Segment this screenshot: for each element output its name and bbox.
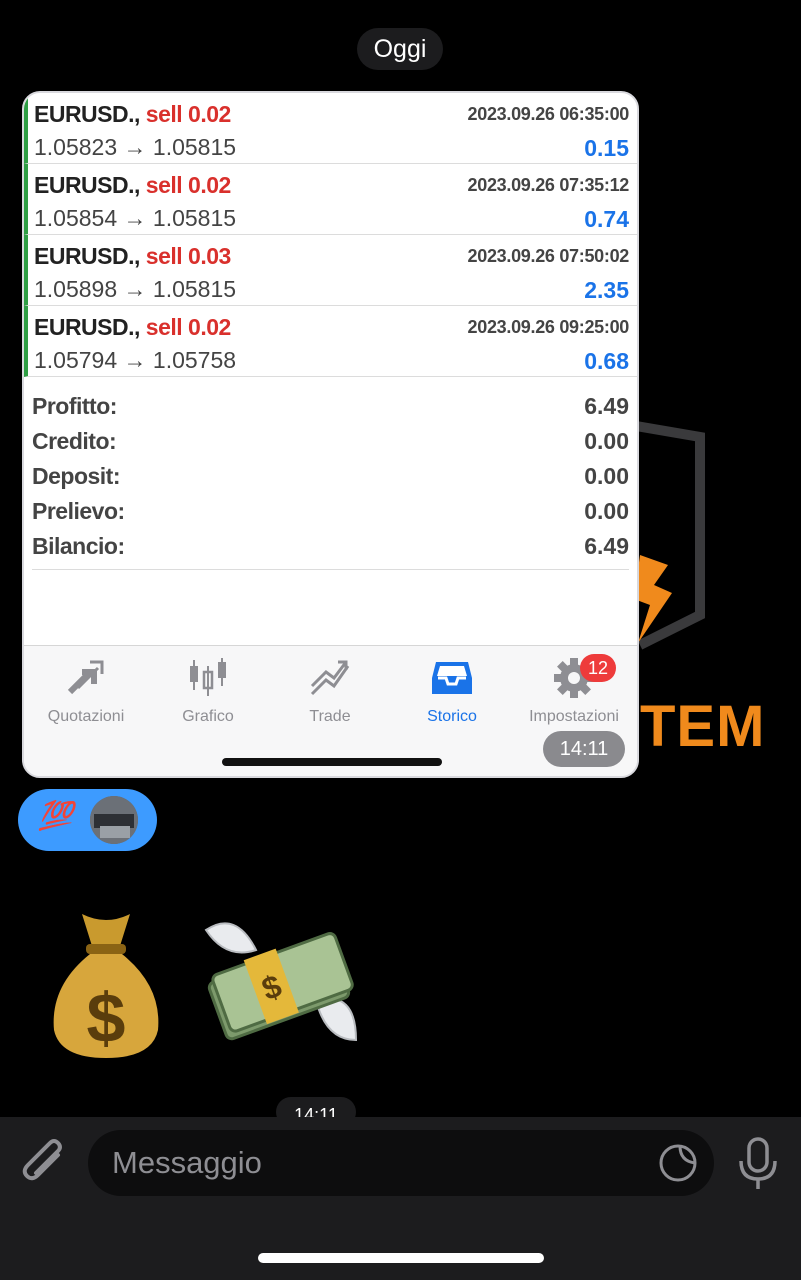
home-indicator bbox=[258, 1253, 544, 1263]
shield-logo-icon bbox=[629, 420, 705, 650]
trade-time: 2023.09.26 06:35:00 bbox=[467, 104, 630, 124]
tab-label: Grafico bbox=[182, 708, 234, 725]
message-composer: Messaggio bbox=[0, 1117, 801, 1280]
trade-symbol: EURUSD., sell 0.02 bbox=[34, 314, 231, 341]
message-input[interactable]: Messaggio bbox=[88, 1130, 714, 1196]
account-summary: Profitto: 6.49 Credito: 0.00 Deposit: 0.00 Pre… bbox=[24, 391, 637, 566]
background-brand-text: TEM bbox=[640, 694, 766, 759]
trade-prices: 1.05794 → 1.05758 bbox=[34, 347, 237, 373]
trade-history-screenshot[interactable]: EURUSD., sell 0.02 2023.09.26 06:35:00 1.0… bbox=[22, 91, 639, 778]
trade-symbol: EURUSD., sell 0.02 bbox=[34, 101, 231, 128]
microphone-icon[interactable] bbox=[736, 1137, 780, 1191]
tab-trade[interactable]: Trade bbox=[270, 654, 390, 726]
photo-timestamp: 14:11 bbox=[543, 731, 625, 767]
avatar bbox=[90, 796, 138, 844]
summary-value: 0.00 bbox=[584, 463, 629, 489]
trade-prices: 1.05823 → 1.05815 bbox=[34, 134, 237, 160]
reaction-emoji: 💯 bbox=[38, 800, 73, 831]
trade-side: sell 0.02 bbox=[145, 172, 232, 198]
reaction-chip[interactable]: 💯 bbox=[18, 789, 157, 851]
summary-value: 6.49 bbox=[584, 393, 629, 419]
screenshot-home-indicator bbox=[222, 758, 442, 766]
trade-symbol-text: EURUSD., bbox=[34, 243, 140, 269]
trade-row: EURUSD., sell 0.02 2023.09.26 07:35:12 1.0… bbox=[24, 164, 637, 235]
trade-row: EURUSD., sell 0.03 2023.09.26 07:50:02 1.0… bbox=[24, 235, 637, 306]
summary-label: Prelievo: bbox=[32, 498, 125, 524]
summary-value: 0.00 bbox=[584, 428, 629, 454]
tab-impostazioni[interactable]: Impostazioni 12 bbox=[514, 654, 634, 726]
tab-quotazioni[interactable]: Quotazioni bbox=[26, 654, 146, 726]
summary-label: Bilancio: bbox=[32, 533, 125, 559]
trade-symbol-text: EURUSD., bbox=[34, 314, 140, 340]
trade-symbol: EURUSD., sell 0.03 bbox=[34, 243, 231, 270]
summary-label: Deposit: bbox=[32, 463, 121, 489]
gear-icon bbox=[554, 658, 594, 698]
attach-paperclip-icon[interactable] bbox=[20, 1139, 70, 1189]
trade-symbol-text: EURUSD., bbox=[34, 101, 140, 127]
tab-label: Quotazioni bbox=[47, 708, 125, 725]
summary-row: Bilancio: 6.49 bbox=[24, 531, 637, 566]
trade-time: 2023.09.26 09:25:00 bbox=[467, 317, 630, 337]
svg-text:$: $ bbox=[87, 979, 126, 1057]
summary-row: Prelievo: 0.00 bbox=[24, 496, 637, 531]
trade-prices: 1.05898 → 1.05815 bbox=[34, 276, 237, 302]
trade-row: EURUSD., sell 0.02 2023.09.26 09:25:00 1.0… bbox=[24, 306, 637, 377]
date-chip: Oggi bbox=[357, 28, 443, 70]
tab-label: Impostazioni bbox=[529, 708, 619, 725]
trade-chart-icon bbox=[310, 660, 350, 696]
quotes-arrows-icon bbox=[67, 660, 104, 695]
trade-side: sell 0.02 bbox=[145, 314, 232, 340]
summary-divider bbox=[32, 569, 629, 570]
trade-profit: 0.74 bbox=[584, 206, 629, 232]
summary-row: Deposit: 0.00 bbox=[24, 461, 637, 496]
money-bag-icon: $ bbox=[53, 914, 159, 1058]
trade-profit: 0.68 bbox=[584, 348, 629, 374]
summary-row: Profitto: 6.49 bbox=[24, 391, 637, 426]
tab-label: Trade bbox=[309, 708, 351, 725]
trade-list: EURUSD., sell 0.02 2023.09.26 06:35:00 1.0… bbox=[24, 93, 637, 377]
trade-time: 2023.09.26 07:50:02 bbox=[467, 246, 630, 266]
summary-value: 6.49 bbox=[584, 533, 629, 559]
summary-value: 0.00 bbox=[584, 498, 629, 524]
trade-profit: 2.35 bbox=[584, 277, 629, 303]
flying-money-icon: $ bbox=[204, 922, 358, 1042]
trade-symbol: EURUSD., sell 0.02 bbox=[34, 172, 231, 199]
summary-label: Credito: bbox=[32, 428, 117, 454]
sticker-icon[interactable] bbox=[658, 1143, 698, 1183]
trade-row: EURUSD., sell 0.02 2023.09.26 06:35:00 1.0… bbox=[24, 93, 637, 164]
tab-label: Storico bbox=[427, 708, 477, 725]
trade-prices: 1.05854 → 1.05815 bbox=[34, 205, 237, 231]
trade-side: sell 0.02 bbox=[145, 101, 232, 127]
candlestick-icon bbox=[190, 658, 226, 696]
trade-symbol-text: EURUSD., bbox=[34, 172, 140, 198]
trade-profit: 0.15 bbox=[584, 135, 629, 161]
trade-time: 2023.09.26 07:35:12 bbox=[467, 175, 630, 195]
notification-badge: 12 bbox=[580, 654, 616, 682]
tab-storico[interactable]: Storico bbox=[392, 654, 512, 726]
tab-bar: Quotazioni Grafico bbox=[24, 645, 637, 776]
summary-row: Credito: 0.00 bbox=[24, 426, 637, 461]
summary-label: Profitto: bbox=[32, 393, 117, 419]
trade-side: sell 0.03 bbox=[145, 243, 232, 269]
tab-grafico[interactable]: Grafico bbox=[148, 654, 268, 726]
inbox-tray-icon bbox=[432, 662, 472, 694]
